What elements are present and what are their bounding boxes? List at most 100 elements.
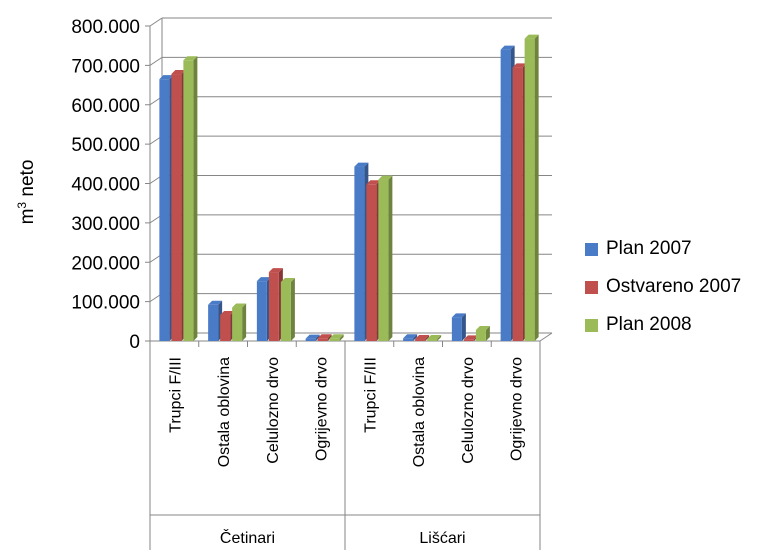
bar xyxy=(475,329,486,341)
bar-side xyxy=(485,325,490,341)
category-label: Trupci F/III xyxy=(167,357,184,433)
bar-top xyxy=(280,277,295,282)
bar xyxy=(317,338,328,341)
bar xyxy=(500,49,511,341)
bar xyxy=(415,339,426,341)
y-tick-label: 400.000 xyxy=(71,175,140,196)
bar-side xyxy=(315,334,320,341)
category-label: Celulozno drvo xyxy=(265,357,282,464)
bar-side xyxy=(437,335,442,341)
bar-top xyxy=(159,75,174,80)
legend-item: Plan 2008 xyxy=(585,306,741,344)
bar-side xyxy=(413,334,418,341)
bar-top xyxy=(183,56,198,61)
y-tick-label: 800.000 xyxy=(71,17,140,38)
bar xyxy=(524,38,535,341)
bar-top xyxy=(403,334,418,339)
bar xyxy=(512,67,523,341)
category-label: Ostala oblovina xyxy=(411,357,428,467)
category-label: Trupci F/III xyxy=(362,357,379,433)
bar-top xyxy=(415,335,430,340)
bar xyxy=(232,307,243,341)
legend-label: Plan 2008 xyxy=(606,314,692,335)
bar-top xyxy=(171,70,186,75)
bars xyxy=(159,34,539,341)
y-tick-label: 100.000 xyxy=(71,293,140,314)
bar-top xyxy=(232,303,247,308)
floor-right-edge xyxy=(539,332,553,342)
bar-side xyxy=(193,56,198,341)
bar-side xyxy=(461,313,466,341)
bar-top xyxy=(500,45,515,50)
gridlines xyxy=(149,17,552,303)
bar xyxy=(256,281,267,341)
bar-side xyxy=(327,334,332,341)
bar xyxy=(463,339,474,341)
bar-top xyxy=(329,334,344,339)
category-label: Celulozno drvo xyxy=(460,357,477,464)
y-tick-label: 0 xyxy=(129,332,140,353)
legend-item: Ostvareno 2007 xyxy=(585,268,741,306)
bar xyxy=(280,281,291,341)
bar-side xyxy=(242,303,247,341)
bar-top xyxy=(366,180,381,185)
axes xyxy=(145,18,553,550)
bar xyxy=(171,74,182,341)
bar xyxy=(329,338,340,341)
bar-top xyxy=(354,162,369,167)
bar xyxy=(183,60,194,341)
group-label: Četinari xyxy=(220,528,275,547)
bar-top xyxy=(208,300,223,305)
bar xyxy=(378,179,389,341)
y-axis-label: m3 neto xyxy=(15,160,38,225)
y-tick-label: 300.000 xyxy=(71,214,140,235)
bar xyxy=(403,338,414,341)
legend-item: Plan 2007 xyxy=(585,230,741,268)
bar xyxy=(220,315,231,341)
bar-top xyxy=(220,311,235,316)
bar-top xyxy=(256,277,271,282)
bar xyxy=(451,317,462,341)
bar-side xyxy=(534,34,539,341)
y-tick-label: 600.000 xyxy=(71,96,140,117)
bar xyxy=(159,79,170,341)
gridline-diag xyxy=(149,17,163,27)
bar-top xyxy=(475,325,490,330)
y-tick-label: 700.000 xyxy=(71,56,140,77)
category-label: Ogrijevno drvo xyxy=(509,357,526,461)
legend-swatch xyxy=(585,242,598,256)
legend-label: Plan 2007 xyxy=(606,238,692,259)
category-label: Ogrijevno drvo xyxy=(314,357,331,461)
legend-swatch xyxy=(585,280,598,294)
bar-side xyxy=(388,175,393,341)
bar-side xyxy=(425,335,430,341)
bar-top xyxy=(317,334,332,339)
bar xyxy=(208,304,219,341)
bar xyxy=(305,338,316,341)
legend: Plan 2007 Ostvareno 2007 Plan 2008 xyxy=(585,230,741,344)
bar xyxy=(427,339,438,341)
bar-top xyxy=(305,334,320,339)
y-axis-label-sup: 3 xyxy=(15,202,29,209)
y-tick-label: 200.000 xyxy=(71,253,140,274)
gridline-diag xyxy=(149,56,163,66)
bar-top xyxy=(427,335,442,340)
bar-top xyxy=(512,63,527,68)
bar-top xyxy=(524,34,539,39)
bar xyxy=(366,184,377,341)
labels: 0 100.000 200.000 300.000 400.000 500.000 600.… xyxy=(71,17,525,547)
bar-top xyxy=(268,268,283,273)
bar-top xyxy=(451,313,466,318)
bar-side xyxy=(339,334,344,341)
bar-top xyxy=(378,175,393,180)
legend-swatch xyxy=(585,318,598,332)
bar xyxy=(354,166,365,341)
legend-label: Ostvareno 2007 xyxy=(606,276,742,297)
y-tick-label: 500.000 xyxy=(71,135,140,156)
group-label: Lišćari xyxy=(419,530,465,547)
bar xyxy=(268,272,279,341)
category-label: Ostala oblovina xyxy=(216,357,233,467)
bar-top xyxy=(463,335,478,340)
